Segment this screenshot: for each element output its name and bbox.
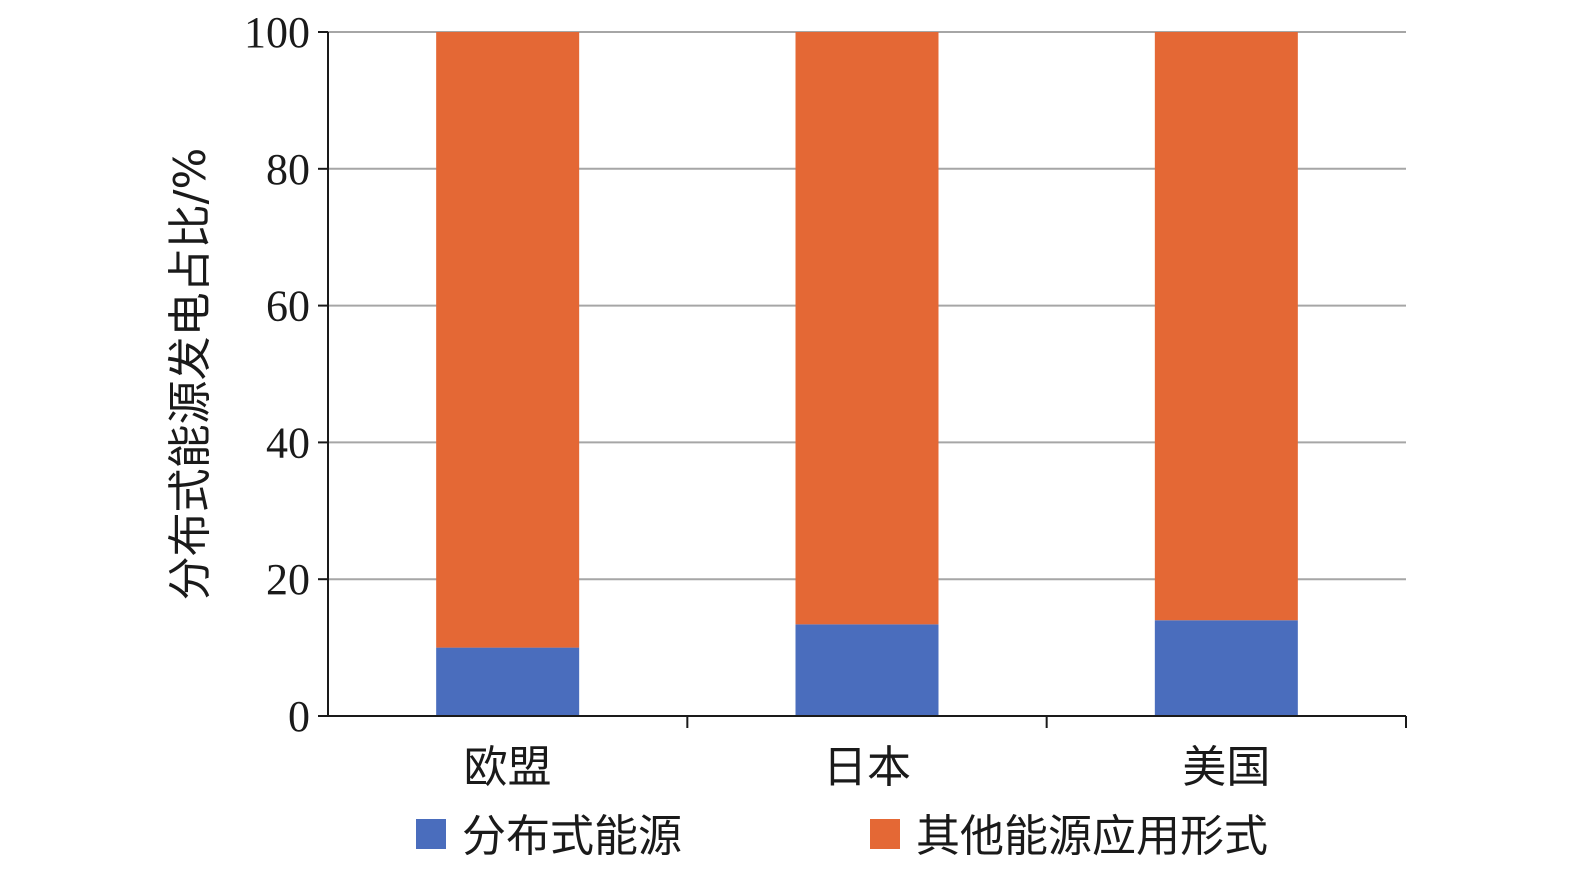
- bar-segment-other: [795, 32, 939, 625]
- y-tick-label: 80: [266, 145, 310, 194]
- y-tick-label: 20: [266, 555, 310, 604]
- y-tick-labels: 0 20 40 60 80 100: [244, 8, 310, 741]
- legend: 分布式能源 其他能源应用形式: [416, 811, 1268, 862]
- x-tick-label: 日本: [823, 742, 911, 793]
- legend-label: 其他能源应用形式: [916, 811, 1268, 862]
- bar-segment-other: [1154, 32, 1298, 621]
- y-tick-label: 0: [288, 692, 310, 741]
- axes: [327, 32, 1407, 728]
- bar-segment-distributed: [795, 624, 939, 716]
- bars: [436, 32, 1298, 716]
- legend-label: 分布式能源: [462, 811, 682, 862]
- legend-swatch: [416, 819, 446, 849]
- x-tick-labels: 欧盟 日本 美国: [464, 742, 1271, 793]
- x-tick-label: 欧盟: [464, 742, 552, 793]
- y-axis-title: 分布式能源发电占比/%: [165, 148, 216, 601]
- y-tick-label: 100: [244, 8, 310, 57]
- bar-segment-distributed: [436, 647, 580, 716]
- y-tick-label: 40: [266, 418, 310, 467]
- bar-segment-distributed: [1154, 620, 1298, 716]
- bar-segment-other: [436, 32, 580, 648]
- y-tick-label: 60: [266, 282, 310, 331]
- x-tick-label: 美国: [1182, 742, 1270, 793]
- legend-swatch: [870, 819, 900, 849]
